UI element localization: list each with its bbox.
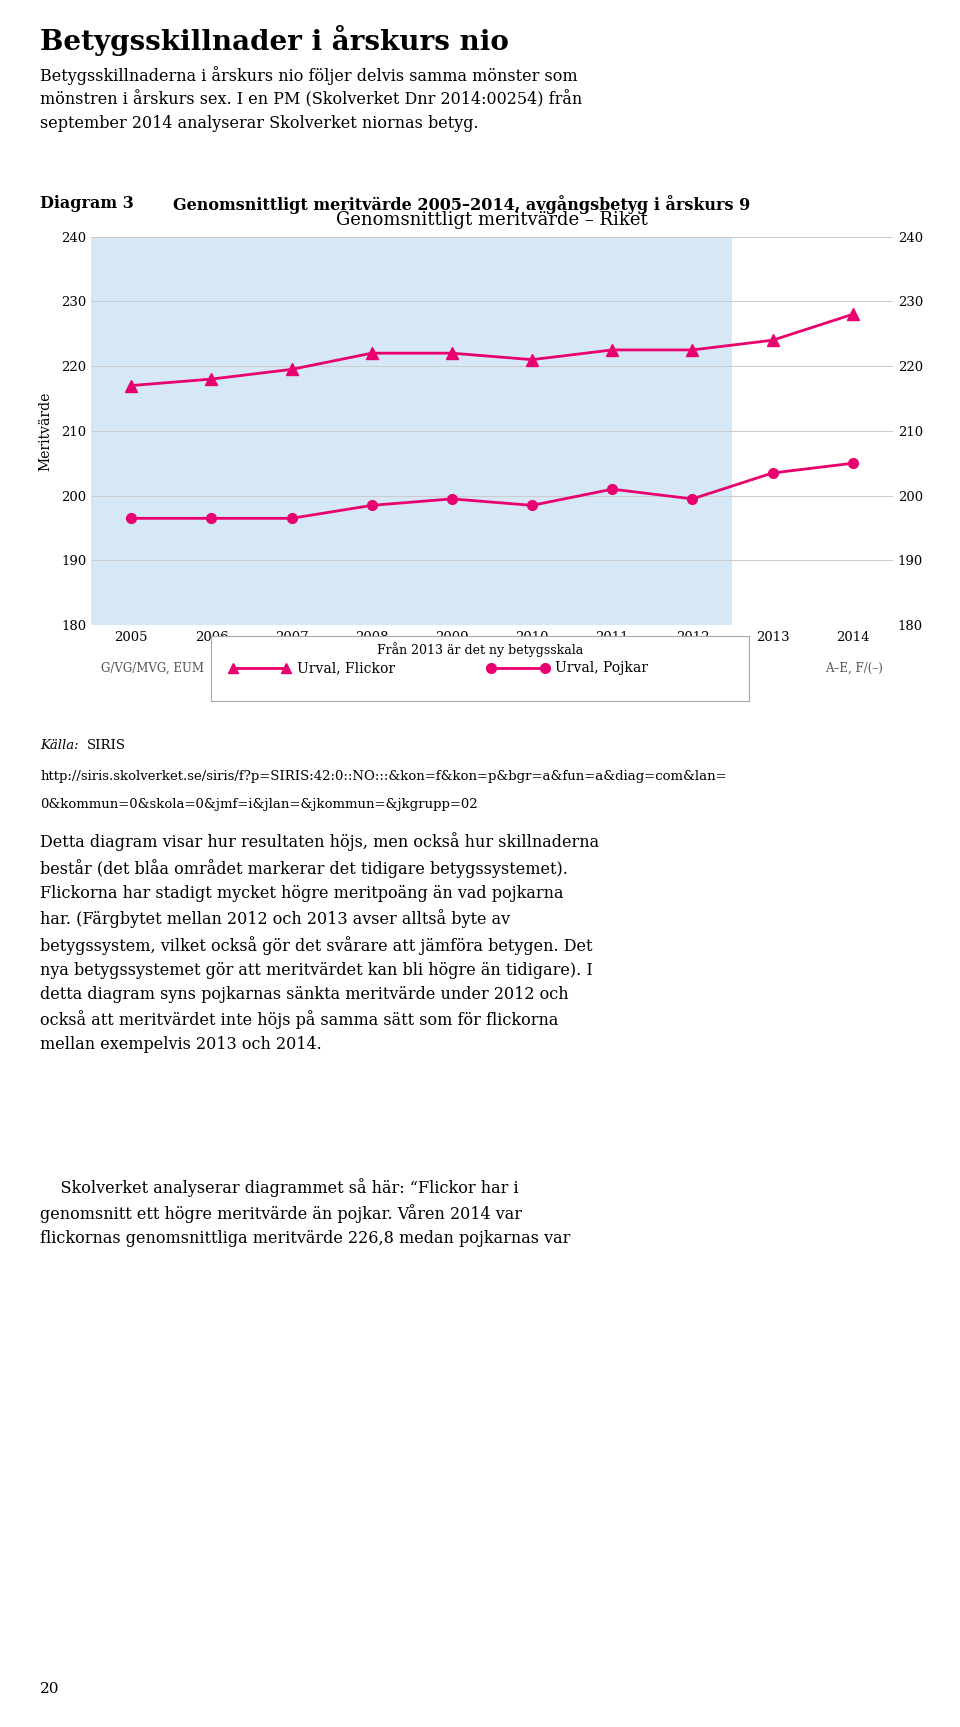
Title: Genomsnittligt meritvärde – Riket: Genomsnittligt meritvärde – Riket [336,211,648,230]
Text: Diagram 3: Diagram 3 [40,195,134,212]
Bar [732,237,893,625]
Text: http://siris.skolverket.se/siris/f?p=SIRIS:42:0::NO:::&kon=f&kon=p&bgr=a&fun=a&d: http://siris.skolverket.se/siris/f?p=SIR… [40,770,727,784]
Text: 0&kommun=0&skola=0&jmf=i&jlan=&jkommun=&jkgrupp=02: 0&kommun=0&skola=0&jmf=i&jlan=&jkommun=&… [40,798,478,812]
Text: SIRIS: SIRIS [86,739,126,753]
Y-axis label: Meritvärde: Meritvärde [38,392,53,470]
Text: A–E, F/(–): A–E, F/(–) [826,661,883,675]
Text: Källa:: Källa: [40,739,79,753]
Text: G/VG/MVG, EUM: G/VG/MVG, EUM [101,661,204,675]
Bar [91,237,732,625]
Text: Detta diagram visar hur resultaten höjs, men också hur skillnaderna
består (det : Detta diagram visar hur resultaten höjs,… [40,832,599,1053]
Text: Betygsskillnaderna i årskurs nio följer delvis samma mönster som
mönstren i årsk: Betygsskillnaderna i årskurs nio följer … [40,66,583,133]
Text: Skolverket analyserar diagrammet så här: “Flickor har i
genomsnitt ett högre mer: Skolverket analyserar diagrammet så här:… [40,1178,570,1247]
Text: Från 2013 är det ny betygsskala: Från 2013 är det ny betygsskala [377,642,583,658]
Text: Urval, Flickor: Urval, Flickor [298,661,396,675]
Text: Urval, Pojkar: Urval, Pojkar [555,661,648,675]
Text: Betygsskillnader i årskurs nio: Betygsskillnader i årskurs nio [40,24,509,55]
Text: 20: 20 [40,1682,60,1696]
Text: Genomsnittligt meritvärde 2005–2014, avgångsbetyg i årskurs 9: Genomsnittligt meritvärde 2005–2014, avg… [173,195,750,214]
